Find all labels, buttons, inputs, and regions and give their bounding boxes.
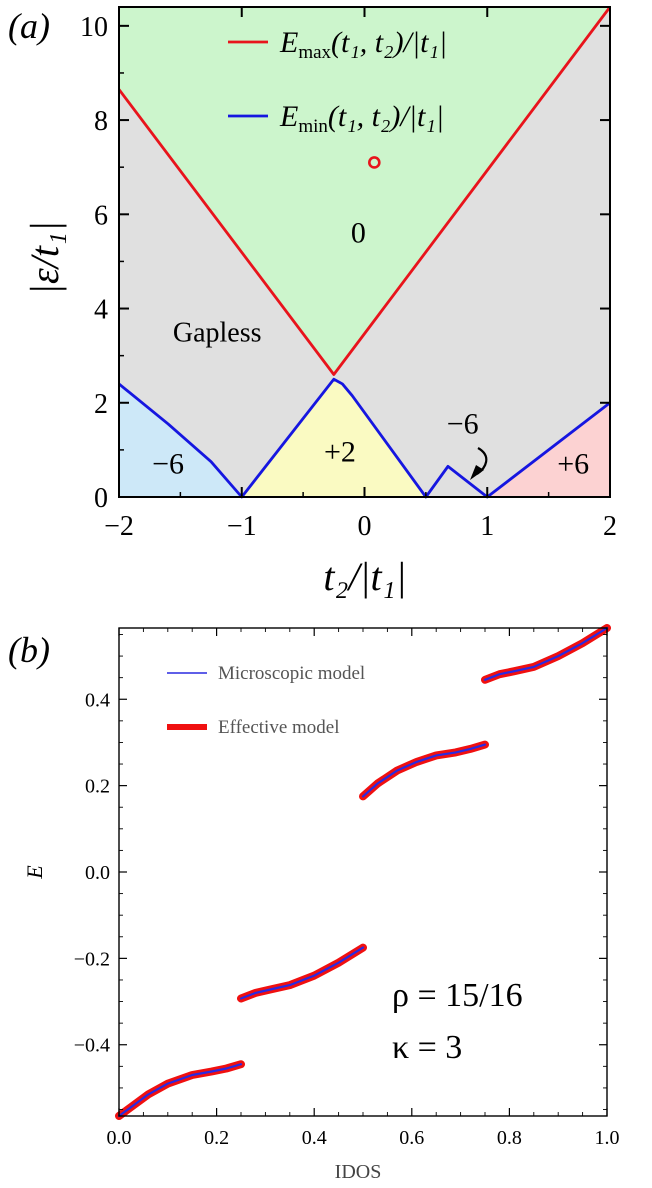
- panel-a: 0 Gapless −6 +2 −6 +6 −2 −1 0 1 2 0 2 4 6 8 10 Emax(t₁,…: [8, 6, 617, 599]
- legend-effective-label: Effective model: [218, 717, 340, 738]
- region-label: +6: [557, 447, 589, 480]
- panel-a-curves: [117, 6, 612, 499]
- effective-model-line: [359, 740, 489, 801]
- plus-two-region: [241, 379, 426, 497]
- region-label: +2: [324, 436, 356, 469]
- panel-a-ticks: −2 −1 0 1 2 0 2 4 6 8 10: [80, 7, 617, 542]
- phase-regions: [119, 7, 610, 497]
- y-tick-label: 0.0: [85, 862, 110, 884]
- panel-b-y-axis-label: E: [22, 865, 47, 880]
- x-tick-label: 0.4: [302, 1127, 327, 1149]
- kappa-annotation: κ = 3: [392, 1029, 462, 1066]
- panel-a-legend: Emax(t₁, t₂)/|t₁| Emin(t₁, t₂)/|t₁|: [228, 26, 447, 137]
- panel-b-annotations: ρ = 15/16 κ = 3: [392, 977, 523, 1066]
- arrowhead-icon: [470, 465, 484, 480]
- x-tick-label: 0.6: [399, 1127, 424, 1149]
- x-tick-label: 1.0: [595, 1127, 620, 1149]
- panel-b: 0.0 0.2 0.4 0.6 0.8 1.0 −0.4 −0.2 0.0 0.2 0.4 Micr…: [8, 624, 620, 1183]
- y-tick-label: 10: [80, 12, 108, 43]
- rho-annotation: ρ = 15/16: [392, 977, 523, 1014]
- zero-region: [119, 7, 610, 375]
- y-tick-label: 8: [94, 106, 108, 137]
- panel-b-ticks: 0.0 0.2 0.4 0.6 0.8 1.0 −0.4 −0.2 0.0 0.2 0.4: [74, 628, 620, 1149]
- microscopic-model-line: [483, 626, 609, 681]
- region-label: −6: [152, 447, 184, 480]
- minus-six-region: [119, 383, 242, 497]
- region-label: 0: [351, 217, 366, 250]
- panel-b-label: (b): [8, 630, 50, 670]
- open-circle-marker: [368, 156, 381, 169]
- y-tick-label: 4: [94, 295, 108, 326]
- y-tick-label: 0.4: [85, 689, 110, 711]
- x-tick-label: 0.0: [107, 1127, 132, 1149]
- y-tick-label: 0: [94, 483, 108, 514]
- panel-a-label: (a): [8, 6, 50, 46]
- y-tick-label: 0.2: [85, 776, 110, 798]
- legend-microscopic-label: Microscopic model: [218, 663, 365, 684]
- effective-model-line: [115, 1060, 245, 1120]
- region-label: −6: [447, 407, 479, 440]
- panel-a-y-axis-label: |ε/t₁|: [22, 221, 67, 295]
- panel-b-frame: [118, 627, 608, 1117]
- region-label: Gapless: [173, 318, 262, 349]
- legend-emax-label: Emax(t₁, t₂)/|t₁|: [279, 26, 447, 63]
- y-tick-label: 2: [94, 389, 108, 420]
- microscopic-model-line: [361, 743, 487, 798]
- emax-line: [117, 6, 612, 376]
- y-tick-label: −0.4: [74, 1035, 110, 1057]
- microscopic-model-line: [117, 1063, 243, 1118]
- legend-emin-label: Emin(t₁, t₂)/|t₁|: [279, 100, 444, 137]
- x-tick-label: 0.8: [497, 1127, 522, 1149]
- panel-b-legend: Microscopic model Effective model: [167, 663, 365, 738]
- region-labels: 0 Gapless −6 +2 −6 +6: [152, 217, 589, 481]
- x-tick-label: −2: [104, 511, 134, 542]
- microscopic-model-line: [239, 946, 365, 1000]
- x-tick-label: −1: [227, 511, 257, 542]
- panel-a-x-axis-label: t₂/|t₁|: [323, 554, 406, 599]
- y-tick-label: 6: [94, 200, 108, 231]
- x-tick-label: 0.2: [204, 1127, 229, 1149]
- x-tick-label: 0: [358, 511, 372, 542]
- y-tick-label: −0.2: [74, 948, 110, 970]
- x-tick-label: 1: [480, 511, 494, 542]
- x-tick-label: 2: [603, 511, 617, 542]
- panel-b-x-axis-label: IDOS: [335, 1161, 382, 1183]
- effective-model-line: [481, 624, 611, 684]
- emin-line: [118, 377, 611, 499]
- effective-model-line: [237, 943, 367, 1003]
- panel-b-curves: [115, 624, 611, 1120]
